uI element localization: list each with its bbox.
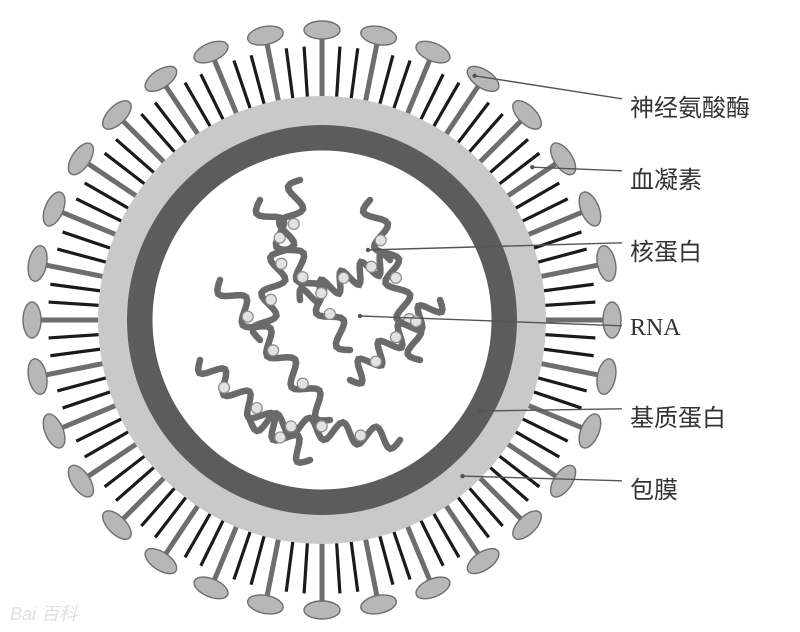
- leader-dot: [530, 165, 534, 169]
- neuraminidase-head: [63, 139, 98, 179]
- neuraminidase-head: [359, 592, 398, 617]
- neuraminidase-head: [413, 37, 453, 67]
- neuraminidase-head: [603, 302, 621, 338]
- nucleoprotein-bead: [286, 421, 297, 432]
- neuraminidase-head: [575, 189, 605, 229]
- nucleoprotein-bead: [219, 382, 230, 393]
- neuraminidase-head: [594, 357, 619, 396]
- neuraminidase-head: [141, 544, 181, 579]
- nucleoprotein-bead: [242, 311, 253, 322]
- nucleoprotein-bead: [366, 261, 377, 272]
- nucleoprotein-bead: [338, 272, 349, 283]
- nucleoprotein-bead: [276, 258, 287, 269]
- neuraminidase-head: [246, 592, 285, 617]
- neuraminidase-head: [191, 37, 231, 67]
- neuraminidase-head: [25, 357, 50, 396]
- neuraminidase-head: [304, 601, 340, 619]
- nucleoprotein-bead: [297, 272, 308, 283]
- label-nucleoprotein: 核蛋白: [630, 232, 702, 267]
- label-hemagglutinin: 血凝素: [630, 160, 702, 195]
- neuraminidase-head: [63, 461, 98, 501]
- nucleoprotein-bead: [288, 218, 299, 229]
- neuraminidase-head: [191, 573, 231, 603]
- neuraminidase-head: [594, 244, 619, 283]
- neuraminidase-head: [23, 302, 41, 338]
- neuraminidase-head: [25, 244, 50, 283]
- neuraminidase-head: [39, 189, 69, 229]
- neuraminidase-head: [141, 61, 181, 96]
- label-matrix: 基质蛋白: [630, 398, 726, 433]
- leader-dot: [366, 248, 370, 252]
- neuraminidase-head: [575, 411, 605, 451]
- nucleoprotein-bead: [355, 430, 366, 441]
- leader-line: [463, 476, 622, 481]
- neuraminidase-head: [463, 544, 503, 579]
- nucleoprotein-bead: [370, 356, 381, 367]
- nucleoprotein-bead: [316, 421, 327, 432]
- label-rna: RNA: [630, 315, 681, 342]
- neuraminidase-head: [546, 461, 581, 501]
- nucleoprotein-bead: [251, 403, 262, 414]
- nucleoprotein-bead: [265, 294, 276, 305]
- nucleoprotein-bead: [297, 378, 308, 389]
- label-neuraminidase: 神经氨酸酶: [630, 88, 750, 123]
- neuraminidase-head: [546, 139, 581, 179]
- nucleoprotein-bead: [268, 345, 279, 356]
- nucleoprotein-bead: [324, 308, 335, 319]
- leader-dot: [460, 474, 464, 478]
- leader-dot: [358, 314, 362, 318]
- nucleoprotein-bead: [390, 332, 401, 343]
- neuraminidase-head: [246, 23, 285, 48]
- nucleoprotein-bead: [390, 272, 401, 283]
- nucleoprotein-bead: [316, 288, 327, 299]
- nucleoprotein-bead: [375, 235, 386, 246]
- label-envelope: 包膜: [630, 470, 678, 505]
- neuraminidase-head: [39, 411, 69, 451]
- neuraminidase-head: [413, 573, 453, 603]
- neuraminidase-head: [304, 21, 340, 39]
- leader-dot: [477, 409, 481, 413]
- leader-dot: [472, 74, 476, 78]
- watermark: Bai 百科: [10, 600, 77, 626]
- neuraminidase-head: [359, 23, 398, 48]
